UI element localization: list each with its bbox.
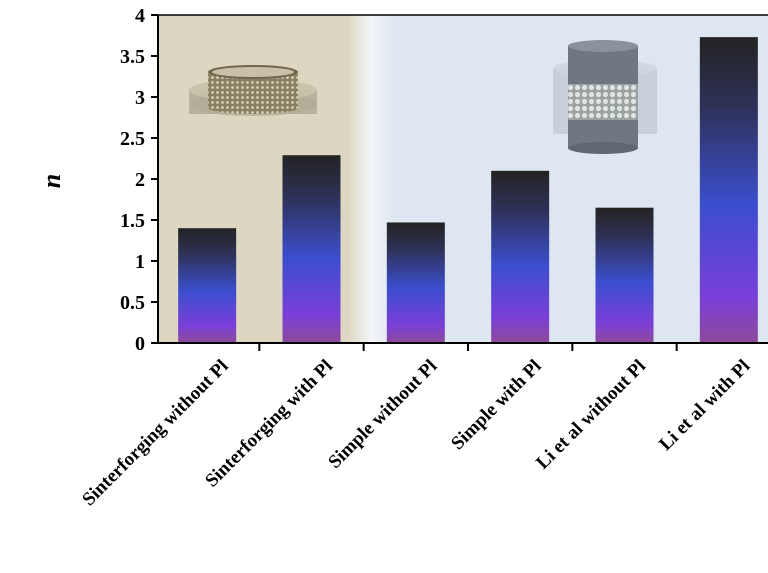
y-tick-label: 1 [135, 251, 145, 273]
cylinder-sample-icon [553, 40, 657, 154]
y-axis-title: n [37, 174, 66, 188]
x-tick-label: Simple without Pl [324, 356, 441, 473]
plot-background [158, 15, 768, 343]
y-tick-label: 0.5 [120, 292, 145, 314]
x-tick-label: Li et al with Pl [655, 356, 754, 455]
x-tick-label: Simple with Pl [447, 356, 545, 454]
bar [282, 155, 341, 343]
bar [699, 37, 758, 343]
bar [386, 222, 445, 343]
y-tick-label: 0 [135, 333, 145, 355]
bar [491, 170, 550, 343]
y-tick-label: 2 [135, 169, 145, 191]
y-tick-label: 4 [135, 5, 145, 27]
bar [178, 228, 237, 343]
bar [595, 207, 654, 343]
y-tick-label: 1.5 [120, 210, 145, 232]
y-tick-label: 3 [135, 87, 145, 109]
y-tick-label: 3.5 [120, 46, 145, 68]
x-tick-label: Li et al without Pl [532, 356, 650, 474]
y-tick-label: 2.5 [120, 128, 145, 150]
mesh-ring-icon [189, 65, 317, 116]
x-tick-label: Sinterforging without Pl [78, 356, 232, 510]
